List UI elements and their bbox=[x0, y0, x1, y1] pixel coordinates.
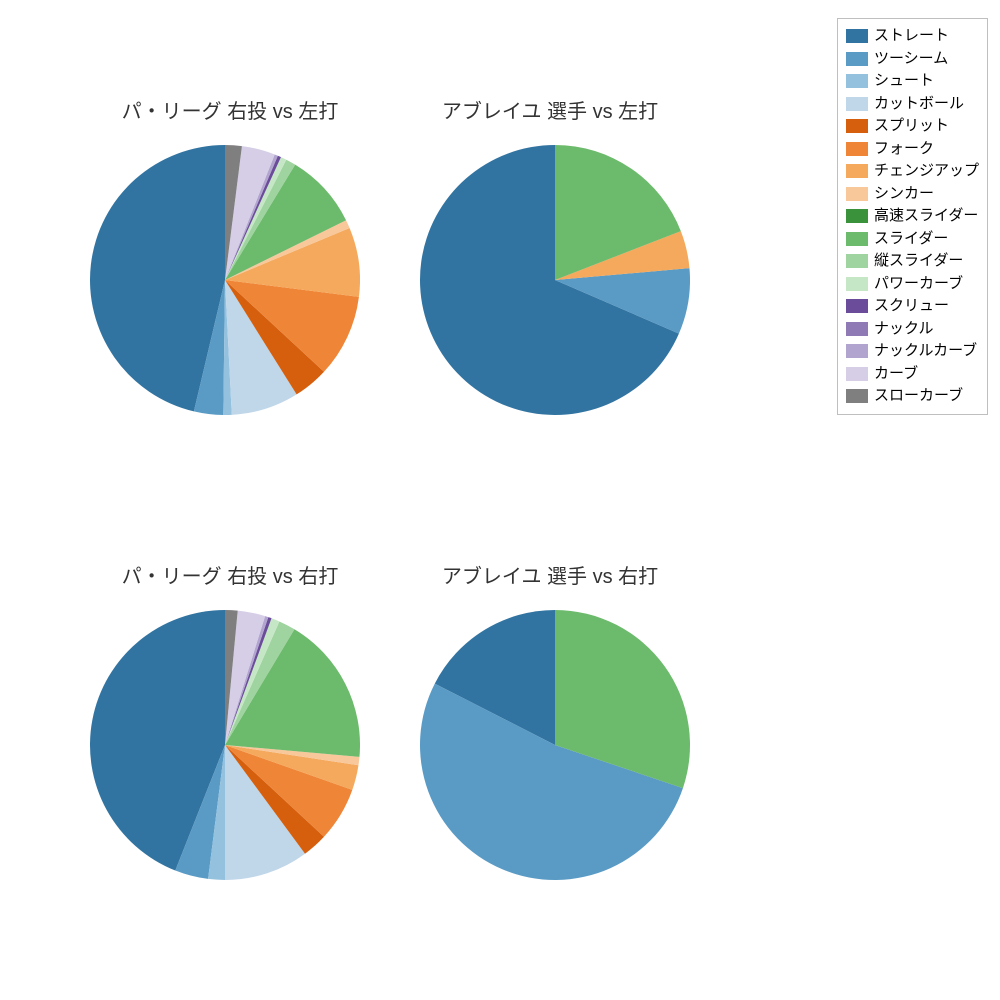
legend-item: チェンジアップ bbox=[846, 160, 979, 183]
legend-item: ツーシーム bbox=[846, 48, 979, 71]
legend-label: スライダー bbox=[874, 228, 948, 251]
legend-swatch bbox=[846, 142, 868, 156]
legend-item: ナックル bbox=[846, 318, 979, 341]
legend-label: 縦スライダー bbox=[874, 250, 963, 273]
legend-label: ナックルカーブ bbox=[874, 340, 977, 363]
legend-swatch bbox=[846, 367, 868, 381]
legend-swatch bbox=[846, 52, 868, 66]
legend-swatch bbox=[846, 209, 868, 223]
legend-label: カーブ bbox=[874, 363, 918, 386]
legend-item: スプリット bbox=[846, 115, 979, 138]
legend-item: スローカーブ bbox=[846, 385, 979, 408]
pie-chart bbox=[90, 145, 360, 415]
legend-item: スライダー bbox=[846, 228, 979, 251]
legend-label: ストレート bbox=[874, 25, 949, 48]
chart-title: パ・リーグ 右投 vs 左打 bbox=[80, 95, 380, 124]
legend-swatch bbox=[846, 277, 868, 291]
legend-swatch bbox=[846, 322, 868, 336]
legend-label: カットボール bbox=[874, 93, 964, 116]
legend-swatch bbox=[846, 97, 868, 111]
legend-swatch bbox=[846, 389, 868, 403]
legend-item: 高速スライダー bbox=[846, 205, 979, 228]
legend-label: ナックル bbox=[874, 318, 934, 341]
legend-label: シンカー bbox=[874, 183, 934, 206]
legend-swatch bbox=[846, 29, 868, 43]
legend-item: ナックルカーブ bbox=[846, 340, 979, 363]
legend-label: スローカーブ bbox=[874, 385, 963, 408]
legend-label: シュート bbox=[874, 70, 934, 93]
legend-label: スクリュー bbox=[874, 295, 949, 318]
legend-item: ストレート bbox=[846, 25, 979, 48]
legend-label: パワーカーブ bbox=[874, 273, 963, 296]
legend-item: 縦スライダー bbox=[846, 250, 979, 273]
legend-item: シュート bbox=[846, 70, 979, 93]
legend-swatch bbox=[846, 187, 868, 201]
legend-label: 高速スライダー bbox=[874, 205, 978, 228]
legend-swatch bbox=[846, 164, 868, 178]
legend-label: スプリット bbox=[874, 115, 949, 138]
legend: ストレートツーシームシュートカットボールスプリットフォークチェンジアップシンカー… bbox=[837, 18, 988, 415]
legend-swatch bbox=[846, 344, 868, 358]
pie-chart bbox=[420, 610, 690, 880]
legend-swatch bbox=[846, 254, 868, 268]
legend-label: ツーシーム bbox=[874, 48, 948, 71]
chart-title: アブレイユ 選手 vs 右打 bbox=[400, 560, 700, 589]
legend-label: チェンジアップ bbox=[874, 160, 979, 183]
legend-item: シンカー bbox=[846, 183, 979, 206]
chart-title: アブレイユ 選手 vs 左打 bbox=[400, 95, 700, 124]
legend-item: カットボール bbox=[846, 93, 979, 116]
chart-grid: ストレートツーシームシュートカットボールスプリットフォークチェンジアップシンカー… bbox=[0, 0, 1000, 1000]
legend-swatch bbox=[846, 232, 868, 246]
pie-chart bbox=[90, 610, 360, 880]
legend-label: フォーク bbox=[874, 138, 934, 161]
pie-chart bbox=[420, 145, 690, 415]
legend-item: カーブ bbox=[846, 363, 979, 386]
legend-item: フォーク bbox=[846, 138, 979, 161]
legend-swatch bbox=[846, 119, 868, 133]
legend-swatch bbox=[846, 299, 868, 313]
legend-item: スクリュー bbox=[846, 295, 979, 318]
legend-item: パワーカーブ bbox=[846, 273, 979, 296]
chart-title: パ・リーグ 右投 vs 右打 bbox=[80, 560, 380, 589]
legend-swatch bbox=[846, 74, 868, 88]
